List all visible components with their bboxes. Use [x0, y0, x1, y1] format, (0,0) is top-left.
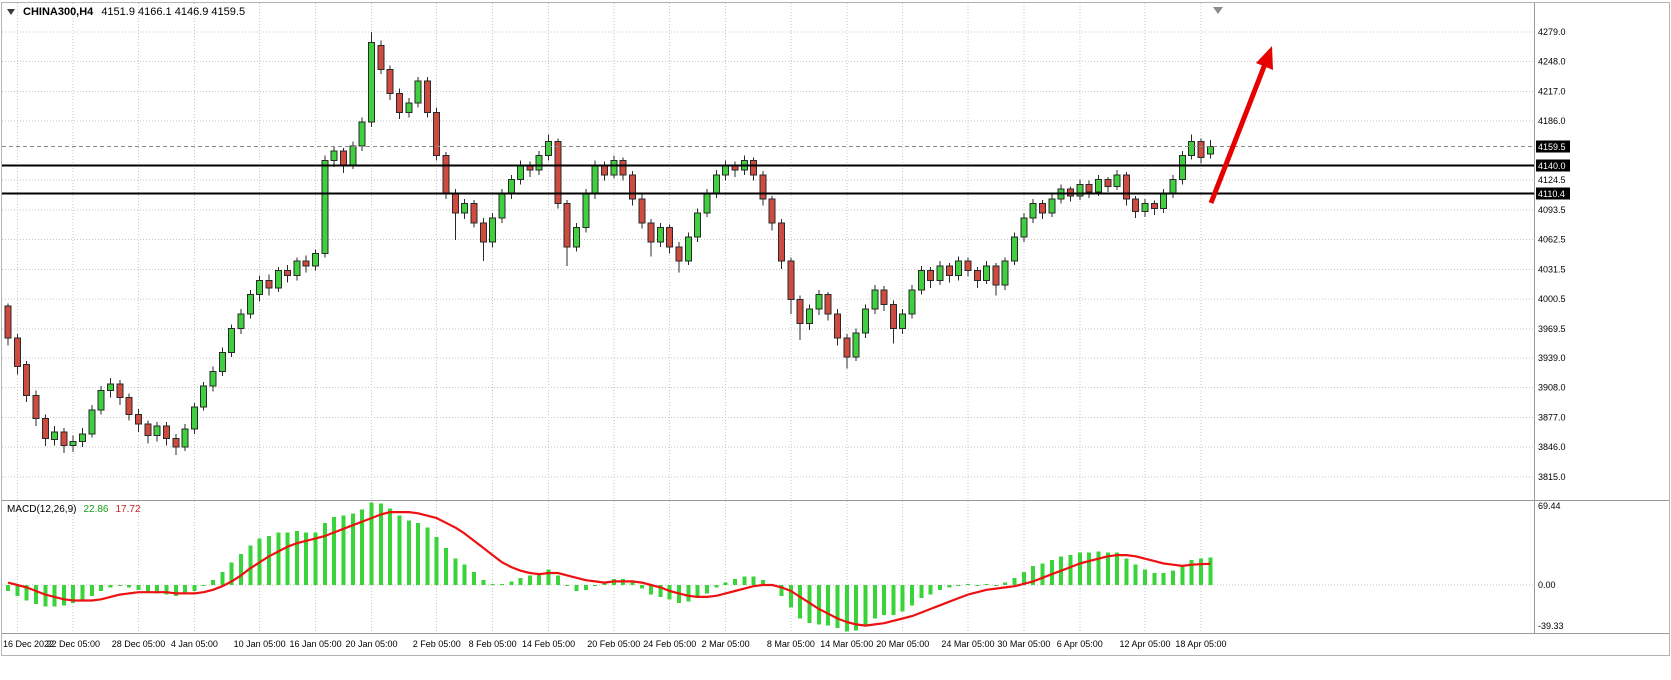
ohlc-readout: 4151.9 4166.1 4146.9 4159.5: [101, 6, 246, 18]
price-axis-label: 3815.0: [1538, 472, 1566, 482]
time-grid: [16, 3, 1202, 633]
price-axis-label: 4279.0: [1538, 27, 1566, 37]
time-axis-label: 20 Jan 05:00: [345, 639, 397, 649]
time-axis-label: 14 Mar 05:00: [820, 639, 873, 649]
time-axis-label: 28 Dec 05:00: [112, 639, 166, 649]
price-axis-label: 4062.5: [1538, 235, 1566, 245]
price-marker-tag: [1536, 140, 1570, 153]
panel-separators: [1, 2, 1670, 656]
macd-axis-label: 69.44: [1538, 501, 1561, 511]
trend-arrow-annotation[interactable]: [1208, 46, 1273, 204]
price-marker-tag: [1536, 159, 1570, 172]
price-axis-label: 3908.0: [1538, 383, 1566, 393]
time-axis-label: 24 Mar 05:00: [941, 639, 994, 649]
macd-axis-label: -39.33: [1538, 621, 1564, 631]
time-axis-label: 30 Mar 05:00: [997, 639, 1050, 649]
macd-indicator-label: MACD(12,26,9) 22.86 17.72: [7, 504, 141, 515]
macd-axis[interactable]: 69.44 0.00 -39.33: [1538, 501, 1564, 631]
price-axis-label: 4186.0: [1538, 116, 1566, 126]
one-click-trading-toggle-icon[interactable]: [7, 9, 15, 15]
time-axis-label: 8 Feb 05:00: [469, 639, 517, 649]
time-axis-label: 2 Mar 05:00: [702, 639, 750, 649]
time-axis-label: 10 Jan 05:00: [234, 639, 286, 649]
time-axis-label: 14 Feb 05:00: [522, 639, 575, 649]
price-axis-label: 4000.5: [1538, 294, 1566, 304]
price-axis[interactable]: 4279.0 4248.0 4217.0 4186.0 4124.5 4093.5 4062…: [1538, 27, 1566, 482]
time-axis-label: 16 Dec 2022: [3, 639, 54, 649]
time-axis-label: 16 Jan 05:00: [290, 639, 342, 649]
price-marker-value: 4159.5: [1538, 142, 1566, 152]
macd-axis-label: 0.00: [1538, 580, 1556, 590]
time-axis-label: 20 Feb 05:00: [587, 639, 640, 649]
price-marker-tag: [1536, 187, 1570, 200]
candles: [4, 31, 1214, 455]
time-axis-label: 8 Mar 05:00: [767, 639, 815, 649]
macd-name: MACD(12,26,9): [7, 504, 77, 515]
price-marker-value: 4110.4: [1538, 189, 1565, 199]
price-markers: 4159.5 4140.0 4110.4: [1536, 140, 1570, 200]
price-axis-label: 4248.0: [1538, 57, 1566, 67]
time-axis-label: 4 Jan 05:00: [171, 639, 218, 649]
horizontal-line-objects[interactable]: [2, 164, 1534, 195]
price-axis-label: 4093.5: [1538, 205, 1566, 215]
time-axis-label: 24 Feb 05:00: [643, 639, 696, 649]
time-axis-label: 20 Mar 05:00: [876, 639, 929, 649]
macd-signal-value: 17.72: [115, 504, 141, 515]
time-axis-label: 22 Dec 05:00: [46, 639, 100, 649]
price-axis-label: 4124.5: [1538, 175, 1566, 185]
price-grid: [2, 31, 1534, 478]
chart-shift-marker-icon: [1213, 7, 1223, 14]
price-axis-label: 3969.5: [1538, 324, 1566, 334]
macd-main-value: 22.86: [83, 504, 109, 515]
symbol-title: CHINA300,H4: [23, 6, 94, 18]
price-axis-label: 3939.0: [1538, 353, 1566, 363]
symbol-header: CHINA300,H4 4151.9 4166.1 4146.9 4159.5: [7, 6, 245, 18]
price-axis-label: 3846.0: [1538, 442, 1566, 452]
price-axis-label: 3877.0: [1538, 412, 1566, 422]
time-axis-label: 6 Apr 05:00: [1057, 639, 1103, 649]
price-marker-value: 4140.0: [1538, 161, 1566, 171]
price-axis-label: 4217.0: [1538, 86, 1566, 96]
macd-signal-line: [7, 510, 1211, 627]
time-axis-label: 2 Feb 05:00: [413, 639, 461, 649]
macd-histogram: [6, 502, 1213, 632]
time-axis-label: 12 Apr 05:00: [1120, 639, 1171, 649]
price-axis-label: 4031.5: [1538, 264, 1566, 274]
time-axis-label: 18 Apr 05:00: [1175, 639, 1226, 649]
